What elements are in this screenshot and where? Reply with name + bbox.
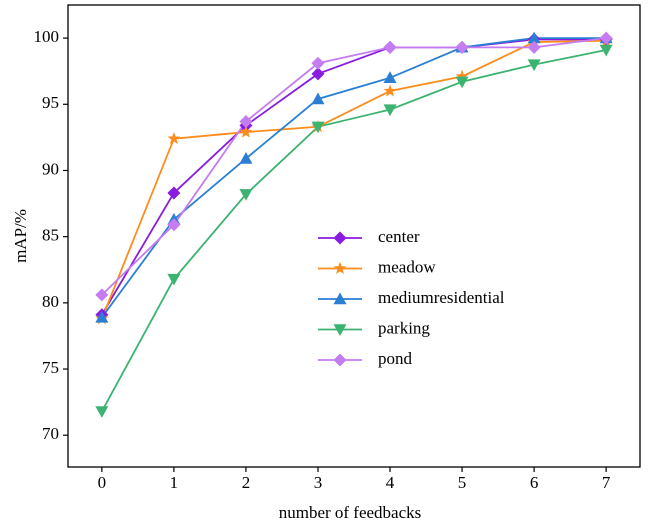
- point-marker: [527, 40, 541, 54]
- point-marker: [239, 189, 253, 201]
- point-marker: [455, 76, 469, 89]
- legend-label: pond: [378, 349, 413, 368]
- legend-marker: [333, 261, 347, 275]
- point-marker: [311, 56, 325, 70]
- series-line: [101, 37, 607, 318]
- series-line: [101, 38, 607, 316]
- point-marker: [599, 31, 613, 45]
- point-marker: [527, 31, 541, 44]
- y-tick-label: 90: [42, 159, 59, 178]
- point-marker: [239, 152, 253, 164]
- point-marker: [167, 273, 181, 286]
- x-tick-label: 0: [98, 473, 107, 492]
- x-tick-label: 3: [314, 473, 323, 492]
- point-marker: [95, 310, 109, 323]
- y-tick-label: 75: [42, 358, 59, 377]
- point-marker: [239, 114, 253, 128]
- point-marker: [311, 121, 325, 134]
- x-tick-label: 5: [458, 473, 467, 492]
- legend-label: parking: [378, 318, 430, 337]
- x-tick-label: 4: [386, 473, 395, 492]
- y-tick-label: 100: [34, 27, 60, 46]
- point-marker: [167, 186, 181, 200]
- point-marker: [167, 131, 181, 145]
- legend-marker: [333, 353, 347, 367]
- x-tick-label: 6: [530, 473, 539, 492]
- series-line: [101, 37, 607, 296]
- y-tick-label: 95: [42, 93, 59, 112]
- x-axis-label: number of feedbacks: [279, 503, 422, 522]
- x-tick-label: 2: [242, 473, 251, 492]
- x-tick-label: 7: [602, 473, 611, 492]
- point-marker: [599, 44, 613, 57]
- legend-marker: [333, 324, 347, 336]
- legend-label: mediumresidential: [378, 288, 505, 307]
- y-tick-label: 80: [42, 292, 59, 311]
- point-marker: [383, 104, 397, 117]
- legend-marker: [333, 292, 347, 305]
- point-marker: [311, 67, 325, 81]
- y-tick-label: 85: [42, 226, 59, 245]
- y-axis-label: mAP/%: [11, 209, 30, 263]
- point-marker: [455, 40, 469, 54]
- y-tick-label: 70: [42, 424, 59, 443]
- legend-label: meadow: [378, 257, 436, 276]
- point-marker: [239, 125, 253, 138]
- point-marker: [167, 218, 181, 232]
- point-marker: [527, 59, 541, 72]
- point-marker: [311, 92, 325, 105]
- legend-marker: [333, 231, 347, 245]
- point-marker: [383, 84, 397, 97]
- point-marker: [95, 288, 109, 302]
- point-marker: [383, 40, 397, 54]
- plot-frame: [67, 4, 641, 468]
- point-marker: [455, 69, 469, 83]
- x-tick-label: 1: [170, 473, 179, 492]
- point-marker: [95, 406, 109, 418]
- series-line: [101, 49, 607, 412]
- legend-label: center: [378, 227, 420, 246]
- point-marker: [383, 71, 397, 84]
